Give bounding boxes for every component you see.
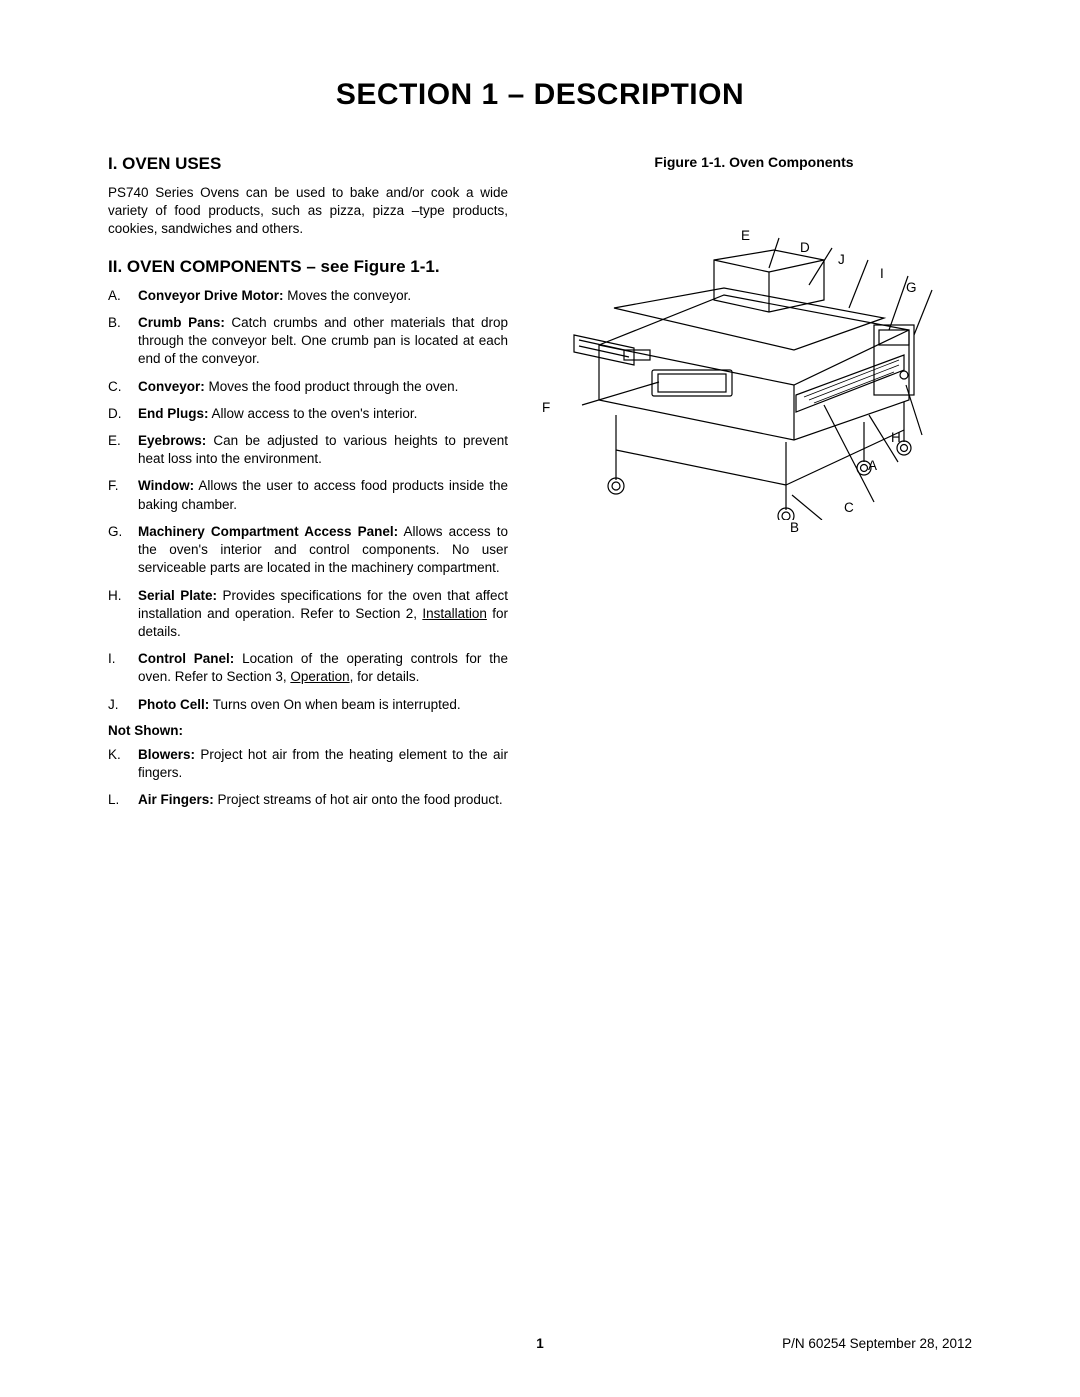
not-shown-label: Not Shown: [108,723,508,738]
list-item: B.Crumb Pans: Catch crumbs and other mat… [108,314,508,369]
callout-label-f: F [542,400,550,415]
list-content: Eyebrows: Can be adjusted to various hei… [138,432,508,468]
list-item: L. Air Fingers: Project streams of hot ai… [108,791,508,809]
oven-diagram [564,190,944,520]
heading-oven-uses: I. OVEN USES [108,154,508,174]
list-content: Photo Cell: Turns oven On when beam is i… [138,696,508,714]
list-term: Machinery Compartment Access Panel: [138,524,398,539]
callout-label-i: I [880,266,884,281]
section-title: SECTION 1 – DESCRIPTION [108,78,972,112]
callout-label-e: E [741,228,750,243]
list-term: Crumb Pans: [138,315,225,330]
left-column: I. OVEN USES PS740 Series Ovens can be u… [108,154,508,818]
list-content: Blowers: Project hot air from the heatin… [138,746,508,782]
right-column: Figure 1-1. Oven Components [536,154,972,818]
components-list: A. Conveyor Drive Motor: Moves the convey… [108,287,508,714]
components-list-not-shown: K. Blowers: Project hot air from the heat… [108,746,508,810]
callout-label-j: J [838,252,845,267]
footer-meta: P/N 60254 September 28, 2012 [684,1336,972,1351]
list-item: E. Eyebrows: Can be adjusted to various h… [108,432,508,468]
list-term: Blowers: [138,747,195,762]
callout-label-h: H [891,430,901,445]
list-letter: C. [108,378,126,396]
list-letter: A. [108,287,126,305]
list-letter: J. [108,696,126,714]
list-content: Conveyor Drive Motor: Moves the conveyor… [138,287,508,305]
figure-title: Figure 1-1. Oven Components [536,154,972,170]
list-item: A. Conveyor Drive Motor: Moves the convey… [108,287,508,305]
list-item: J. Photo Cell: Turns oven On when beam is… [108,696,508,714]
list-item: I. Control Panel: Location of the operati… [108,650,508,686]
list-letter: D. [108,405,126,423]
list-content: Conveyor: Moves the food product through… [138,378,508,396]
list-term: End Plugs: [138,406,209,421]
page-number: 1 [396,1336,684,1351]
list-item: F. Window: Allows the user to access food… [108,477,508,513]
list-item: G.Machinery Compartment Access Panel: Al… [108,523,508,578]
list-item: K. Blowers: Project hot air from the heat… [108,746,508,782]
list-letter: H. [108,587,126,642]
list-item: H.Serial Plate: Provides specifications … [108,587,508,642]
list-letter: G. [108,523,126,578]
two-column-layout: I. OVEN USES PS740 Series Ovens can be u… [108,154,972,818]
cross-ref-link: Installation [422,606,487,621]
list-letter: K. [108,746,126,782]
page-footer: 1 P/N 60254 September 28, 2012 [108,1336,972,1351]
callout-label-d: D [800,240,810,255]
list-letter: F. [108,477,126,513]
list-term: Conveyor Drive Motor: [138,288,284,303]
list-item: D. End Plugs: Allow access to the oven's … [108,405,508,423]
list-content: Control Panel: Location of the operating… [138,650,508,686]
list-content: Machinery Compartment Access Panel: Allo… [138,523,508,578]
footer-spacer [108,1336,396,1351]
callout-label-c: C [844,500,854,515]
paragraph-oven-uses: PS740 Series Ovens can be used to bake a… [108,184,508,239]
list-content: End Plugs: Allow access to the oven's in… [138,405,508,423]
list-content: Crumb Pans: Catch crumbs and other mater… [138,314,508,369]
list-term: Control Panel: [138,651,234,666]
list-letter: B. [108,314,126,369]
heading-bold: II. OVEN COMPONENTS – [108,257,321,276]
figure-box: EDJIGHACBF [536,190,972,510]
list-content: Air Fingers: Project streams of hot air … [138,791,508,809]
list-letter: L. [108,791,126,809]
list-content: Serial Plate: Provides specifications fo… [138,587,508,642]
list-content: Window: Allows the user to access food p… [138,477,508,513]
list-term: Conveyor: [138,379,205,394]
callout-label-b: B [790,520,799,535]
heading-rest: see Figure 1-1. [321,257,440,276]
list-term: Eyebrows: [138,433,206,448]
list-term: Air Fingers: [138,792,214,807]
list-letter: E. [108,432,126,468]
list-term: Window: [138,478,194,493]
list-term: Photo Cell: [138,697,209,712]
list-item: C. Conveyor: Moves the food product throu… [108,378,508,396]
list-letter: I. [108,650,126,686]
callout-label-a: A [868,458,877,473]
list-term: Serial Plate: [138,588,217,603]
cross-ref-link: Operation [290,669,349,684]
callout-label-g: G [906,280,917,295]
heading-oven-components: II. OVEN COMPONENTS – see Figure 1-1. [108,257,508,277]
